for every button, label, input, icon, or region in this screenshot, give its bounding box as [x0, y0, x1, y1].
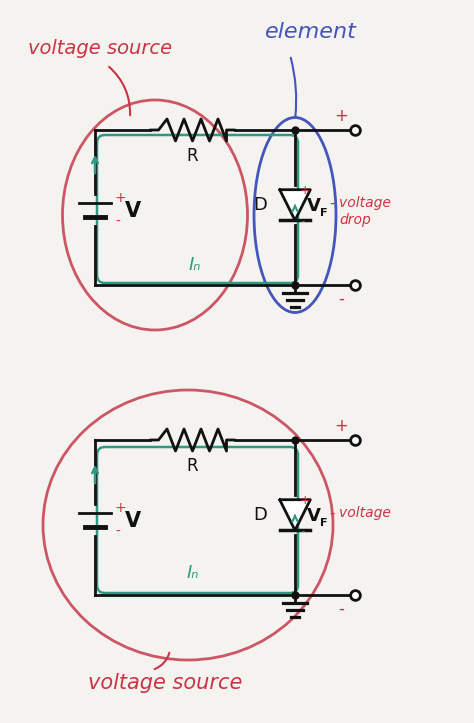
Text: element: element [265, 22, 357, 42]
Text: voltage: voltage [339, 196, 391, 210]
Text: R: R [187, 147, 198, 165]
Text: V: V [125, 201, 141, 221]
Text: V: V [307, 197, 321, 215]
Text: +: + [300, 494, 310, 507]
Text: +: + [334, 417, 348, 435]
Text: D: D [253, 506, 267, 524]
Polygon shape [280, 500, 310, 530]
Text: voltage source: voltage source [88, 673, 242, 693]
Text: V: V [307, 507, 321, 525]
Text: -: - [115, 525, 120, 539]
Text: -: - [329, 505, 335, 521]
Text: R: R [187, 457, 198, 475]
Text: -: - [300, 526, 304, 539]
Text: +: + [334, 107, 348, 125]
Polygon shape [280, 189, 310, 221]
Text: voltage source: voltage source [28, 38, 172, 58]
Text: Iₙ: Iₙ [189, 256, 201, 274]
Text: D: D [253, 196, 267, 214]
Text: V: V [125, 511, 141, 531]
Text: -: - [115, 215, 120, 229]
Text: Iₙ: Iₙ [187, 564, 199, 582]
Text: -: - [300, 215, 304, 228]
Text: +: + [115, 191, 127, 205]
Text: F: F [320, 208, 328, 218]
Text: +: + [300, 184, 310, 197]
Text: +: + [115, 501, 127, 515]
Text: F: F [320, 518, 328, 528]
Text: drop: drop [339, 213, 371, 227]
Text: voltage: voltage [339, 506, 391, 520]
Text: -: - [338, 290, 344, 308]
Text: -: - [329, 195, 335, 210]
Text: -: - [338, 600, 344, 618]
